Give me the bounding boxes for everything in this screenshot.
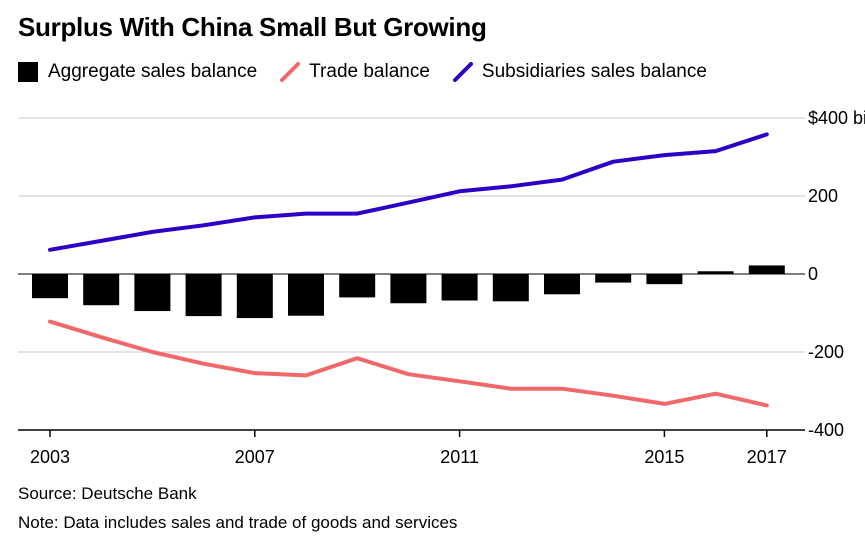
y-tick-label: -400: [808, 420, 844, 440]
x-tick-label: 2017: [747, 447, 787, 467]
y-tick-label: 0: [808, 264, 818, 284]
bar-aggregate: [748, 265, 785, 274]
bar-aggregate: [32, 274, 68, 299]
chart-legend: Aggregate sales balance Trade balance Su…: [18, 58, 729, 86]
bar-aggregate: [646, 274, 683, 285]
legend-swatch-subsidiaries: [452, 62, 473, 82]
x-axis: [18, 429, 805, 437]
bar-aggregate: [544, 274, 580, 295]
y-tick-label: $400 billion: [808, 108, 865, 128]
legend-item-subsidiaries: Subsidiaries sales balance: [452, 61, 707, 83]
bar-aggregate: [288, 274, 324, 316]
bar-aggregate: [339, 274, 376, 298]
data-note: Note: Data includes sales and trade of g…: [18, 513, 458, 532]
bar-aggregate: [83, 274, 120, 306]
line-trade-balance: [48, 319, 769, 408]
legend-item-trade: Trade balance: [279, 61, 430, 83]
bar-aggregate: [134, 274, 171, 312]
x-tick-label: 2003: [30, 447, 70, 467]
legend-label-subsidiaries: Subsidiaries sales balance: [481, 61, 707, 82]
x-tick-label: 2015: [644, 447, 684, 467]
tick-labels: $400 billion 200 0 -200 -400 2003 2007 2011 2015…: [30, 108, 865, 467]
bar-aggregate: [595, 274, 632, 283]
x-tick-label: 2007: [235, 447, 275, 467]
legend-swatch-aggregate: [18, 62, 38, 82]
legend-label-trade: Trade balance: [309, 61, 430, 82]
bar-aggregate: [697, 271, 734, 274]
chart-title: Surplus With China Small But Growing: [18, 12, 487, 42]
bar-aggregate: [390, 274, 427, 304]
legend-label-aggregate: Aggregate sales balance: [48, 61, 258, 82]
legend-item-aggregate: Aggregate sales balance: [18, 61, 257, 83]
y-tick-label: 200: [808, 186, 838, 206]
series-lines: [48, 132, 769, 408]
line-subsidiaries-balance: [48, 132, 769, 252]
bar-aggregate: [492, 274, 529, 302]
aggregate-bars: [32, 265, 785, 319]
bar-aggregate: [441, 274, 478, 301]
x-tick-label: 2011: [440, 447, 479, 467]
source-note: Source: Deutsche Bank: [18, 484, 197, 503]
y-tick-label: -200: [808, 342, 844, 362]
legend-swatch-trade: [280, 62, 301, 82]
bar-aggregate: [185, 274, 222, 317]
bar-aggregate: [236, 274, 273, 319]
